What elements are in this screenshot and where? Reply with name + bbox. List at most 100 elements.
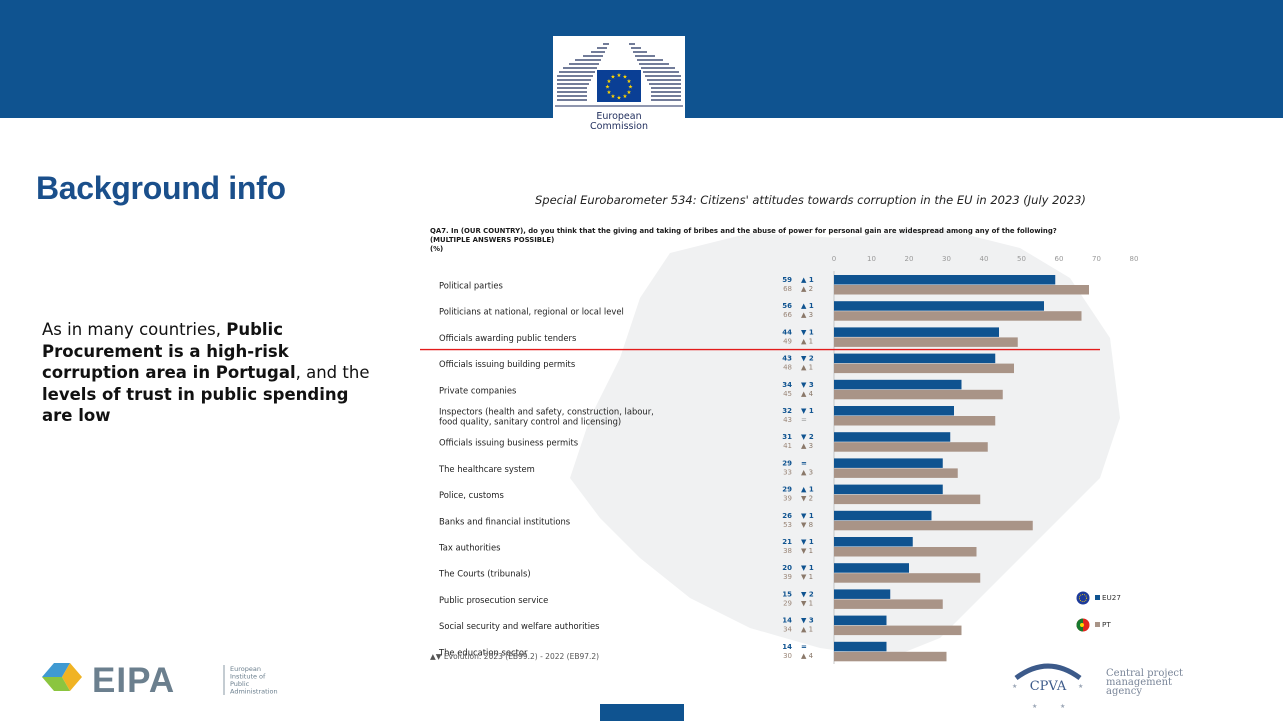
eu-value-label: 29	[782, 459, 792, 467]
cpva-full-name: Central project management agency	[1106, 668, 1183, 697]
question-text: QA7. In (OUR COUNTRY), do you think that…	[430, 227, 1057, 235]
pt-bar	[834, 599, 943, 609]
x-tick-label: 20	[905, 255, 914, 263]
pt-evolution-label: ▲ 4	[801, 652, 814, 660]
pt-bar	[834, 468, 958, 478]
pt-bar	[834, 651, 947, 662]
footer-tab	[600, 704, 684, 721]
body-paragraph: As in many countries, Public Procurement…	[42, 319, 372, 427]
ec-building-icon: ★ ★★ ★★★ ★★★ ★★★	[555, 43, 683, 107]
cpva-line-3: agency	[1106, 686, 1142, 697]
eu27-bar	[834, 615, 887, 626]
x-tick-label: 0	[832, 255, 836, 263]
pt-evolution-label: ▼ 1	[801, 599, 813, 607]
pt-bar	[834, 337, 1018, 347]
pt-evolution-label: ▲ 3	[801, 468, 813, 476]
eu-value-label: 29	[782, 486, 792, 494]
eu27-bar	[834, 589, 891, 599]
eu27-bar	[834, 563, 909, 573]
eu27-bar	[834, 353, 996, 364]
x-tick-label: 50	[1017, 255, 1026, 263]
category-label: The education sector	[438, 647, 528, 657]
pt-flag-icon	[1076, 618, 1090, 632]
pt-evolution-label: ▼ 8	[801, 521, 813, 529]
legend-label: EU27	[1102, 593, 1121, 602]
body-text-1: As in many countries,	[42, 320, 227, 339]
eipa-logo: EIPA European Institute of Public Admini…	[42, 661, 278, 700]
eu-evolution-label: ▼ 1	[801, 564, 814, 572]
x-tick-label: 60	[1055, 255, 1064, 263]
eu-value-label: 31	[782, 433, 792, 441]
pt-bar	[834, 494, 981, 505]
eu-evolution-label: ▼ 1	[801, 407, 814, 415]
chart-row: Social security and welfare authorities 1…	[439, 615, 962, 636]
pt-value-label: 43	[783, 416, 792, 424]
eu-value-label: 14	[782, 643, 792, 651]
svg-text:★: ★	[617, 96, 622, 102]
eu-evolution-label: ▼ 2	[801, 355, 814, 363]
eu-evolution-label: ▲ 1	[801, 486, 814, 494]
category-label: Tax authorities	[438, 543, 501, 553]
pt-value-label: 68	[783, 285, 792, 293]
cpva-stars-icon: ★ ★ ★ ★	[1012, 683, 1083, 710]
pt-evolution-label: ▲ 3	[801, 311, 813, 319]
category-label: Officials issuing business permits	[439, 438, 578, 448]
pt-evolution-label: ▲ 1	[801, 364, 813, 372]
eu-value-label: 59	[782, 276, 792, 284]
eu-evolution-label: ▲ 1	[801, 302, 814, 310]
pt-bar	[834, 389, 1003, 400]
svg-text:★: ★	[623, 75, 628, 81]
chart-source-caption: Special Eurobarometer 534: Citizens' att…	[535, 193, 1086, 207]
eu-value-label: 15	[782, 590, 792, 598]
eurobarometer-chart: QA7. In (OUR COUNTRY), do you think that…	[420, 227, 1138, 664]
pt-evolution-label: ▼ 1	[801, 547, 813, 555]
eipa-wordmark: EIPA	[92, 661, 175, 700]
eu-evolution-label: ▼ 2	[801, 590, 814, 598]
pt-bar	[834, 311, 1082, 321]
eipa-line-4: Administration	[230, 688, 278, 696]
pt-evolution-label: ▼ 1	[801, 573, 813, 581]
body-bold-1: Public Procurement is a high-risk corrup…	[42, 320, 296, 382]
svg-text:★: ★	[1032, 703, 1037, 710]
legend-item: EU27	[1076, 591, 1121, 605]
svg-text:★: ★	[617, 73, 622, 79]
category-label: food quality, sanitary control and licen…	[439, 417, 621, 427]
eipa-line-2: Institute of	[230, 673, 266, 681]
pt-value-label: 39	[783, 573, 792, 581]
european-commission-logo: ★ ★ ★ ★ ★ ★ ★ ★ ★ ★ ★ ★ European Commission	[553, 36, 685, 142]
pt-evolution-label: ▲ 1	[801, 337, 813, 345]
svg-text:★: ★	[611, 75, 616, 81]
svg-text:★: ★	[607, 79, 612, 85]
eipa-mark-icon	[42, 663, 82, 691]
pt-value-label: 39	[783, 495, 792, 503]
pt-evolution-label: ▲ 3	[801, 442, 813, 450]
eipa-full-name: European Institute of Public Administrat…	[230, 665, 278, 696]
svg-text:★: ★	[607, 90, 612, 96]
question-note: (MULTIPLE ANSWERS POSSIBLE)	[430, 236, 554, 244]
category-label: Police, customs	[439, 490, 504, 500]
body-text-2: , and the	[295, 363, 370, 382]
eu-value-label: 20	[782, 564, 792, 572]
pt-value-label: 45	[783, 390, 792, 398]
legend-swatch	[1095, 622, 1100, 627]
category-label: Public prosecution service	[439, 595, 548, 605]
cpva-line-1: Central project	[1106, 668, 1183, 679]
legend-label: PT	[1102, 620, 1111, 629]
eu27-bar	[834, 458, 943, 468]
svg-text:★: ★	[1012, 683, 1017, 690]
pt-value-label: 29	[783, 599, 792, 607]
category-label: The healthcare system	[438, 464, 535, 474]
eu-value-label: 26	[782, 512, 792, 520]
eu27-bar	[834, 327, 999, 337]
category-label: Officials issuing building permits	[439, 359, 575, 369]
pt-evolution-label: =	[801, 416, 807, 424]
question-unit: (%)	[430, 245, 443, 253]
category-label: The Courts (tribunals)	[438, 569, 531, 579]
